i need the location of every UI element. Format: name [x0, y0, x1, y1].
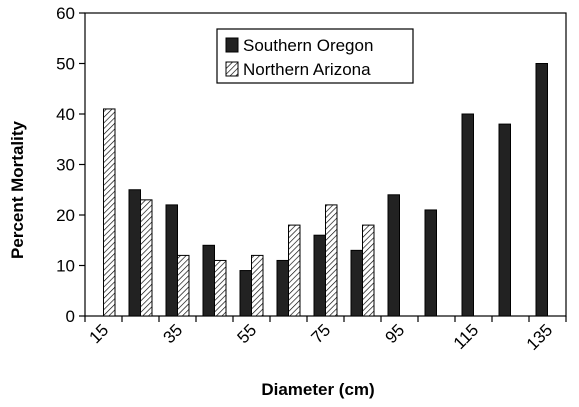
legend: Southern Oregon Northern Arizona: [216, 28, 414, 84]
x-tick-label-135: 135: [523, 320, 556, 353]
legend-label-southern-oregon: Southern Oregon: [243, 36, 373, 55]
bar-northern-arizona-65: [288, 224, 301, 317]
bar-southern-oregon-135: [535, 63, 548, 317]
x-tick-label-95: 95: [382, 320, 409, 347]
bar-southern-oregon-115: [461, 113, 474, 317]
bar-northern-arizona-25: [140, 199, 153, 317]
bars-group: [103, 63, 548, 317]
y-axis-title: Percent Mortality: [8, 120, 27, 258]
bar-southern-oregon-45: [202, 244, 215, 317]
bar-northern-arizona-75: [325, 204, 338, 317]
bar-southern-oregon-35: [165, 204, 178, 317]
bar-northern-arizona-55: [251, 254, 264, 317]
x-axis-title: Diameter (cm): [261, 380, 374, 399]
bar-southern-oregon-65: [276, 259, 289, 317]
y-tick-label-0: 0: [66, 307, 75, 326]
x-tick-label-15: 15: [86, 320, 113, 347]
x-tick-label-55: 55: [234, 320, 261, 347]
bar-northern-arizona-15: [103, 108, 116, 317]
y-tick-label-10: 10: [56, 257, 75, 276]
legend-label-northern-arizona: Northern Arizona: [243, 60, 371, 79]
y-tick-label-30: 30: [56, 156, 75, 175]
x-tick-label-75: 75: [308, 320, 335, 347]
y-tick-label-20: 20: [56, 206, 75, 225]
x-tick-label-115: 115: [450, 320, 483, 353]
bar-southern-oregon-25: [128, 189, 141, 317]
y-tick-label-50: 50: [56, 55, 75, 74]
bar-northern-arizona-45: [214, 259, 227, 317]
bar-southern-oregon-55: [239, 270, 252, 317]
bar-southern-oregon-125: [498, 123, 511, 317]
bar-southern-oregon-75: [313, 234, 326, 317]
y-tick-label-60: 60: [56, 4, 75, 23]
bar-southern-oregon-85: [350, 249, 363, 317]
legend-box: [216, 28, 414, 84]
bar-northern-arizona-85: [362, 224, 375, 317]
bar-northern-arizona-35: [177, 254, 190, 317]
legend-swatch-northern-arizona: [225, 61, 239, 77]
legend-swatch-southern-oregon: [225, 37, 239, 53]
y-tick-label-40: 40: [56, 105, 75, 124]
bar-southern-oregon-105: [424, 209, 437, 317]
x-tick-label-35: 35: [160, 320, 187, 347]
bar-southern-oregon-95: [387, 194, 400, 317]
